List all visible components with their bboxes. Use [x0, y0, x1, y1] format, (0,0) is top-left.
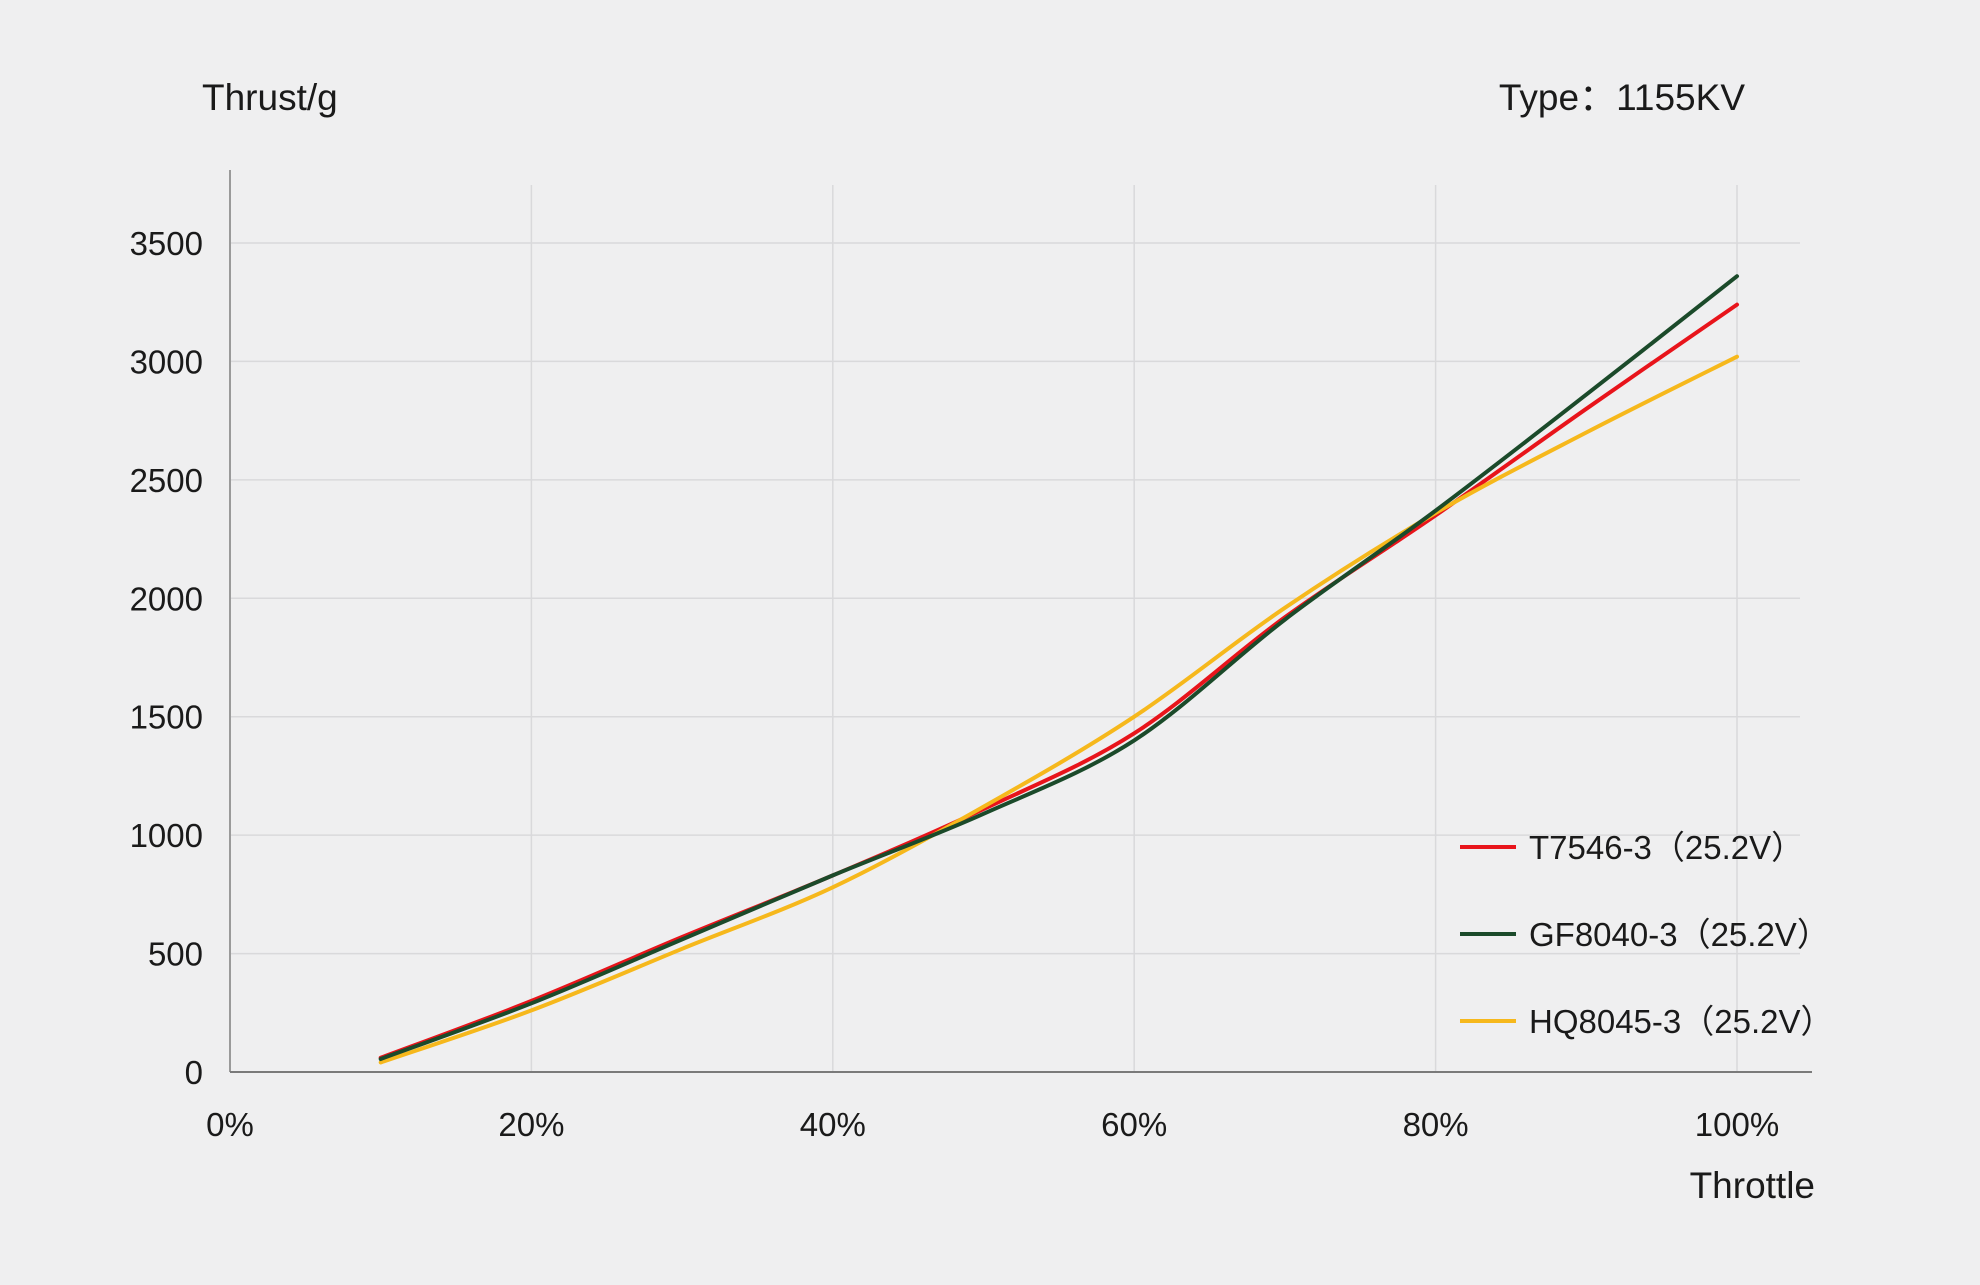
type-label: Type：1155KV [1499, 77, 1745, 118]
y-tick-label: 1500 [130, 699, 203, 736]
x-tick-label: 40% [800, 1106, 866, 1143]
legend-label: T7546-3（25.2V） [1529, 829, 1804, 866]
grid-lines [230, 185, 1800, 1072]
y-tick-label: 3000 [130, 343, 203, 380]
legend-item: HQ8045-3（25.2V） [1460, 1003, 1834, 1040]
x-axis-label: Throttle [1690, 1165, 1815, 1206]
series-line-2 [378, 354, 1739, 1065]
y-tick-label: 2000 [130, 580, 203, 617]
tick-labels: 0 500 1000 1500 2000 2500 3000 3500 0% 20% 40% 60% 8… [130, 225, 1780, 1143]
y-tick-label: 2500 [130, 462, 203, 499]
y-tick-label: 0 [185, 1054, 203, 1091]
axes [229, 170, 1812, 1073]
series-line-1 [378, 274, 1739, 1061]
legend-label: HQ8045-3（25.2V） [1529, 1003, 1834, 1040]
x-tick-label: 100% [1695, 1106, 1779, 1143]
x-tick-label: 20% [498, 1106, 564, 1143]
y-tick-label: 1000 [130, 817, 203, 854]
legend-item: GF8040-3（25.2V） [1460, 916, 1830, 953]
y-axis-label: Thrust/g [202, 77, 338, 118]
x-tick-label: 80% [1403, 1106, 1469, 1143]
legend: T7546-3（25.2V） GF8040-3（25.2V） HQ8045-3（25… [1460, 829, 1834, 1040]
legend-label: GF8040-3（25.2V） [1529, 916, 1830, 953]
x-tick-label: 0% [206, 1106, 254, 1143]
legend-item: T7546-3（25.2V） [1460, 829, 1804, 866]
y-tick-label: 500 [148, 936, 203, 973]
series-lines [378, 274, 1739, 1065]
x-tick-label: 60% [1101, 1106, 1167, 1143]
series-line-0 [378, 302, 1739, 1060]
y-tick-label: 3500 [130, 225, 203, 262]
